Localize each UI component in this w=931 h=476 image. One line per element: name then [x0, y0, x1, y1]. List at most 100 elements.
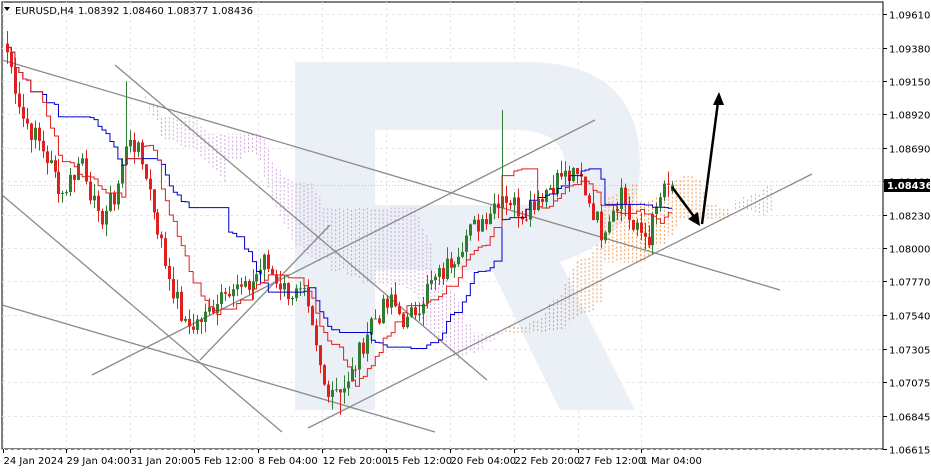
- candle-body: [6, 43, 9, 53]
- candle-body: [426, 283, 429, 304]
- candle-body: [54, 160, 57, 172]
- trend-line[interactable]: [1, 304, 436, 433]
- y-tick-label: 1.09150: [889, 78, 930, 89]
- candle-body: [434, 276, 437, 281]
- candle-body: [176, 291, 179, 299]
- candle-body: [545, 189, 548, 202]
- candle-body: [323, 365, 326, 385]
- candle-body: [584, 176, 587, 196]
- candle-body: [446, 258, 449, 279]
- symbol-dropdown-icon[interactable]: [4, 7, 10, 11]
- candle-body: [255, 274, 258, 282]
- candle-body: [489, 213, 492, 225]
- candle-body: [616, 208, 619, 211]
- candle-body: [248, 280, 251, 290]
- candle-body: [335, 389, 338, 391]
- x-tick-label: 22 Feb 20:00: [515, 456, 581, 467]
- candle-body: [192, 326, 195, 330]
- candle-body: [22, 106, 25, 119]
- candle-body: [438, 268, 441, 277]
- candle-body: [133, 139, 136, 152]
- candle-body: [57, 171, 60, 194]
- candle-body: [188, 318, 191, 327]
- forecast-arrow-up-head: [713, 92, 724, 105]
- candle-body: [113, 192, 116, 205]
- candle-body: [85, 158, 88, 182]
- candle-body: [588, 195, 591, 204]
- candle-body: [236, 284, 239, 290]
- candle-body: [465, 235, 468, 252]
- candle-body: [109, 192, 112, 211]
- candle-body: [453, 264, 456, 268]
- candle-body: [659, 197, 662, 207]
- y-tick-label: 1.06845: [889, 413, 930, 424]
- candle-body: [497, 203, 500, 209]
- candle-body: [81, 158, 84, 164]
- candle-body: [46, 151, 49, 164]
- candle-body: [600, 211, 603, 241]
- candle-body: [204, 311, 207, 322]
- candle-body: [410, 307, 413, 317]
- candle-body: [517, 197, 520, 217]
- forecast-arrow-down: [670, 186, 697, 219]
- trend-line[interactable]: [114, 64, 488, 381]
- candle-body: [105, 210, 108, 225]
- candle-body: [244, 280, 247, 287]
- candle-body: [311, 306, 314, 326]
- candle-body: [636, 222, 639, 230]
- candle-body: [572, 168, 575, 181]
- candle-body: [220, 292, 223, 305]
- candle-body: [351, 369, 354, 382]
- candle-body: [172, 279, 175, 299]
- candle-body: [620, 187, 623, 209]
- candle-body: [180, 291, 183, 321]
- candle-body: [493, 203, 496, 214]
- candle-body: [30, 123, 33, 140]
- candle-body: [560, 172, 563, 177]
- candle-body: [347, 381, 350, 389]
- y-tick-label: 1.09380: [889, 45, 930, 56]
- candle-body: [481, 219, 484, 232]
- kijun-sen-line: [7, 46, 673, 350]
- candle-body: [267, 254, 270, 269]
- candle-body: [576, 168, 579, 174]
- trend-line[interactable]: [199, 224, 331, 361]
- candle-body: [450, 258, 453, 268]
- candle-body: [327, 384, 330, 397]
- candle-body: [564, 170, 567, 177]
- candle-body: [26, 118, 29, 124]
- candle-body: [196, 319, 199, 330]
- y-tick-label: 1.08000: [889, 245, 930, 256]
- candle-body: [624, 187, 627, 205]
- trend-line[interactable]: [307, 173, 813, 429]
- x-tick-label: 1 Mar 04:00: [642, 456, 702, 467]
- x-tick-label: 31 Jan 20:00: [131, 456, 194, 467]
- candle-body: [271, 268, 274, 275]
- x-tick-label: 27 Feb 12:00: [579, 456, 645, 467]
- trend-line[interactable]: [1, 59, 781, 291]
- candle-body: [382, 298, 385, 324]
- candle-body: [667, 183, 670, 185]
- candle-body: [307, 287, 310, 307]
- y-tick-label: 1.07075: [889, 379, 930, 390]
- candle-body: [184, 318, 187, 321]
- candle-body: [149, 178, 152, 190]
- candle-body: [117, 183, 120, 205]
- candle-body: [406, 316, 409, 328]
- candle-body: [354, 369, 357, 371]
- candle-body: [422, 303, 425, 314]
- candle-body: [541, 198, 544, 202]
- candle-body: [529, 201, 532, 220]
- candle-body: [279, 283, 282, 290]
- candle-body: [632, 219, 635, 230]
- candle-body: [644, 232, 647, 237]
- trend-line[interactable]: [1, 194, 283, 433]
- trend-line[interactable]: [91, 119, 596, 376]
- candle-body: [596, 211, 599, 221]
- candle-body: [461, 251, 464, 257]
- candle-body: [252, 281, 255, 290]
- candle-body: [283, 282, 286, 290]
- y-tick-label: 1.08920: [889, 111, 930, 122]
- candle-body: [651, 214, 654, 246]
